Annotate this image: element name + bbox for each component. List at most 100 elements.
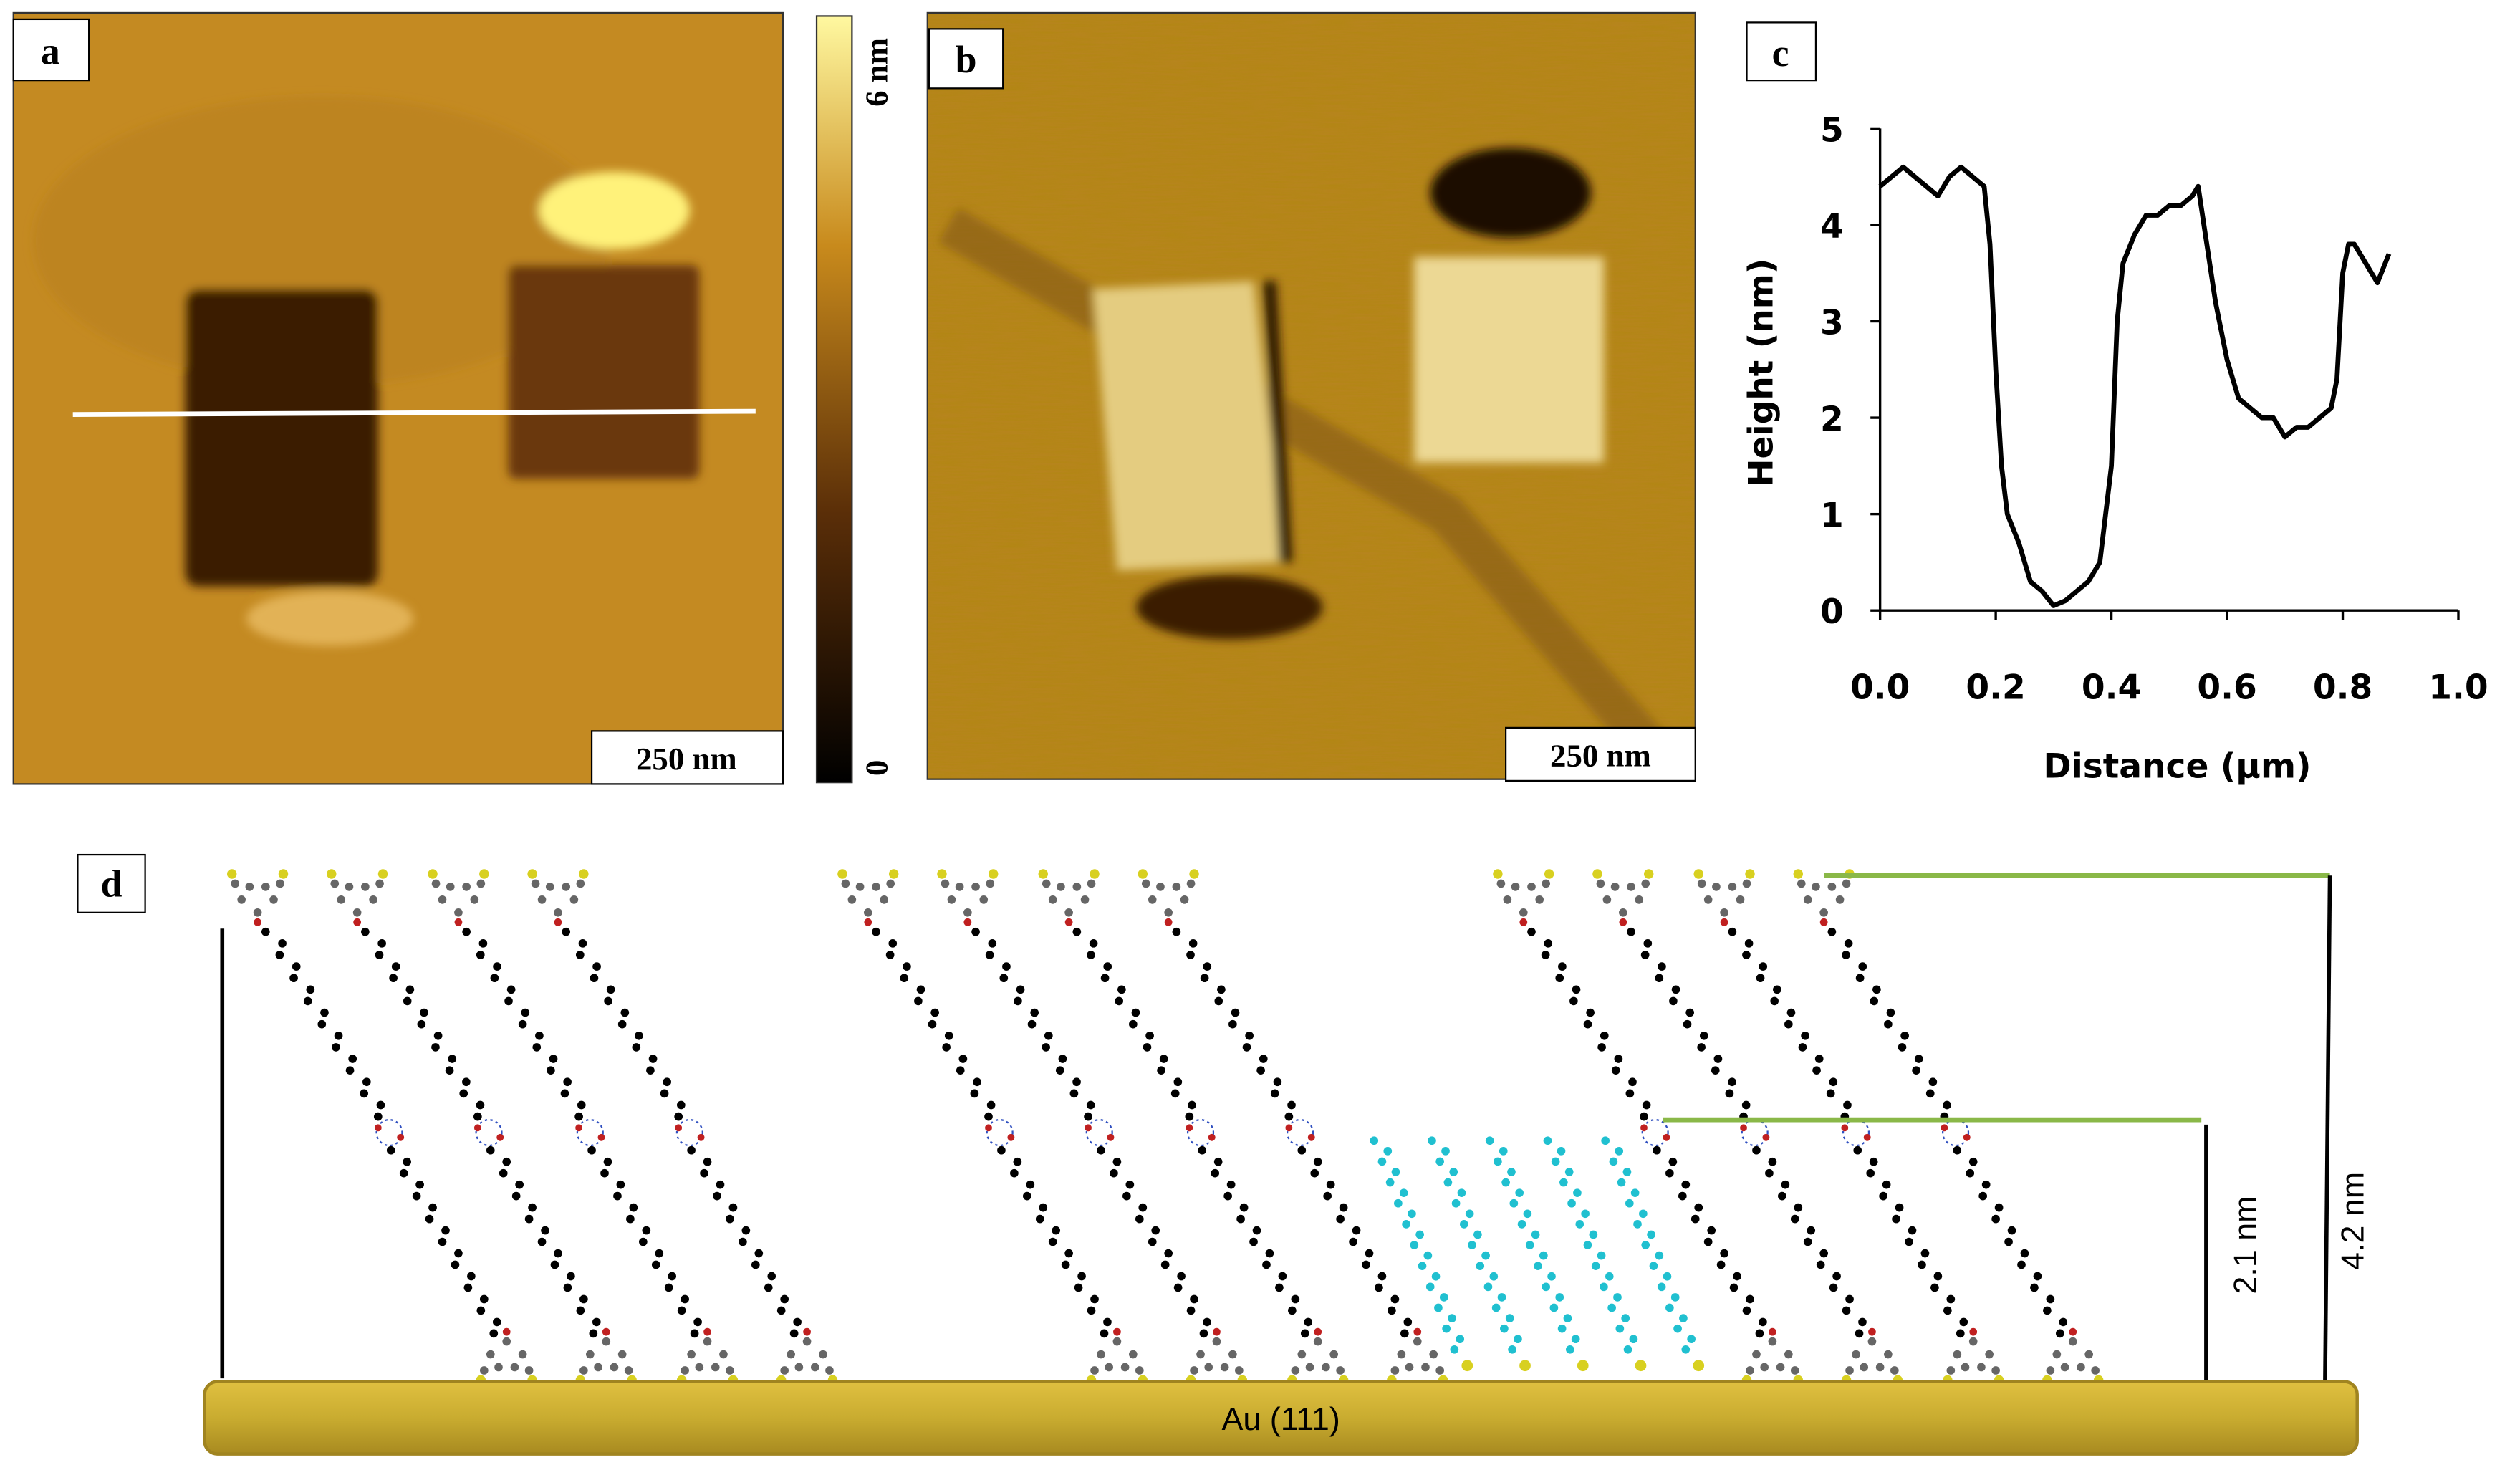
atom xyxy=(2069,1327,2077,1336)
atom xyxy=(1428,1136,1436,1145)
atom xyxy=(620,1008,630,1017)
atom xyxy=(1326,1180,1335,1189)
atom xyxy=(687,1145,696,1155)
atom xyxy=(2007,1226,2016,1235)
atom xyxy=(1515,1188,1524,1197)
atom xyxy=(703,1337,712,1346)
atom xyxy=(1742,951,1751,959)
atom xyxy=(1429,1350,1438,1359)
height-label: 4.2 nm xyxy=(2334,1172,2371,1270)
atom xyxy=(545,883,554,891)
atom xyxy=(1027,1019,1037,1029)
atom xyxy=(1519,908,1528,917)
atom xyxy=(1138,869,1148,879)
atom xyxy=(1120,1363,1130,1372)
atom xyxy=(787,1350,795,1359)
atom xyxy=(617,1019,627,1029)
atom xyxy=(446,883,455,891)
atom xyxy=(502,1157,511,1166)
atom xyxy=(646,1066,655,1075)
atom xyxy=(1217,985,1226,994)
atom xyxy=(984,1112,993,1121)
atom xyxy=(947,895,956,904)
atom xyxy=(391,962,400,971)
scale-bar: 250 nm xyxy=(1550,738,1651,774)
atom xyxy=(1525,1241,1534,1249)
atom xyxy=(373,1112,383,1121)
atom xyxy=(1391,1168,1400,1176)
atom xyxy=(486,1350,495,1359)
atom xyxy=(1665,1168,1674,1178)
atom xyxy=(1481,1251,1490,1260)
atom xyxy=(245,883,254,891)
atom xyxy=(1514,1335,1522,1344)
atom xyxy=(903,962,911,971)
profile-line xyxy=(1878,164,2392,608)
atom xyxy=(289,974,298,983)
atom xyxy=(375,951,384,959)
atom xyxy=(1048,895,1057,904)
atom xyxy=(1591,1262,1600,1271)
atom xyxy=(1186,951,1195,959)
atom xyxy=(554,908,562,917)
atom xyxy=(837,869,847,879)
atom xyxy=(1842,951,1850,959)
atom xyxy=(1668,1157,1678,1166)
atom xyxy=(476,951,485,959)
atom xyxy=(872,927,880,936)
atom xyxy=(275,951,284,959)
atom xyxy=(1402,1220,1410,1229)
ring xyxy=(1941,1118,1970,1147)
atom xyxy=(681,1366,689,1375)
atom xyxy=(985,951,994,959)
atom xyxy=(1148,895,1157,904)
atom xyxy=(1920,1249,1930,1258)
atom xyxy=(1103,962,1112,971)
atom xyxy=(524,1366,534,1375)
atom xyxy=(1543,1136,1552,1145)
atom xyxy=(1212,1337,1221,1346)
atom xyxy=(979,895,989,904)
atom xyxy=(1879,1191,1887,1201)
atom xyxy=(1228,1019,1237,1029)
atom xyxy=(317,1019,327,1029)
atom xyxy=(1074,1283,1083,1292)
atom xyxy=(1720,1249,1728,1258)
atom xyxy=(1214,996,1223,1006)
atom xyxy=(955,883,964,891)
atom xyxy=(1642,1100,1651,1110)
atom xyxy=(1886,1008,1895,1017)
atom xyxy=(900,974,909,983)
atom xyxy=(1557,1324,1567,1333)
atom xyxy=(1928,1077,1938,1087)
atom xyxy=(524,1214,534,1224)
atom xyxy=(613,1191,622,1201)
atom xyxy=(1678,1191,1687,1201)
atom xyxy=(1693,1360,1705,1372)
atom xyxy=(1208,1133,1216,1141)
atom xyxy=(1768,1157,1777,1166)
atom xyxy=(504,996,513,1006)
panel-label: a xyxy=(41,30,60,73)
atom xyxy=(971,927,980,936)
atom xyxy=(1959,1317,1968,1327)
atom xyxy=(1898,1043,1907,1052)
atom xyxy=(1476,1262,1485,1271)
atom xyxy=(963,908,972,917)
atom xyxy=(1323,1191,1332,1201)
atom xyxy=(1159,1055,1168,1063)
atom xyxy=(1090,1294,1099,1304)
atom xyxy=(587,1145,596,1155)
atom xyxy=(1541,951,1550,959)
atom xyxy=(292,962,301,971)
atom xyxy=(716,1180,725,1189)
atom xyxy=(2020,1249,2029,1258)
atom xyxy=(937,869,947,879)
atom xyxy=(1107,1133,1115,1141)
atom xyxy=(1635,1360,1647,1372)
atom xyxy=(1609,1157,1618,1166)
atom xyxy=(589,1329,598,1338)
atom xyxy=(1985,1350,1994,1359)
atom xyxy=(1483,1282,1493,1292)
atom xyxy=(454,908,463,917)
